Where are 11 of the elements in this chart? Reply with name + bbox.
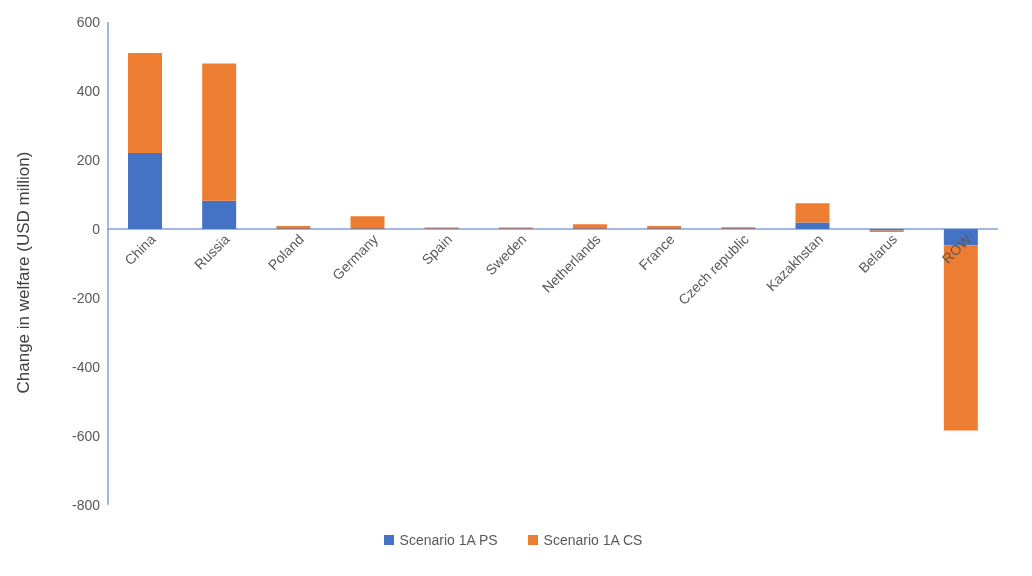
y-tick-label: 600 [76, 13, 101, 30]
legend-label: Scenario 1A PS [398, 532, 498, 548]
y-tick-label: 400 [76, 82, 101, 99]
y-tick-label: -200 [71, 289, 101, 306]
y-tick-label: 200 [76, 151, 101, 168]
y-tick-label: -800 [71, 496, 101, 513]
legend-label: Scenario 1A CS [542, 532, 643, 548]
y-tick-label: -400 [71, 358, 101, 375]
y-axis-title: Change in welfare (USD million) [14, 151, 34, 394]
y-tick-label: -600 [71, 427, 101, 444]
y-tick-label: 0 [92, 220, 101, 237]
